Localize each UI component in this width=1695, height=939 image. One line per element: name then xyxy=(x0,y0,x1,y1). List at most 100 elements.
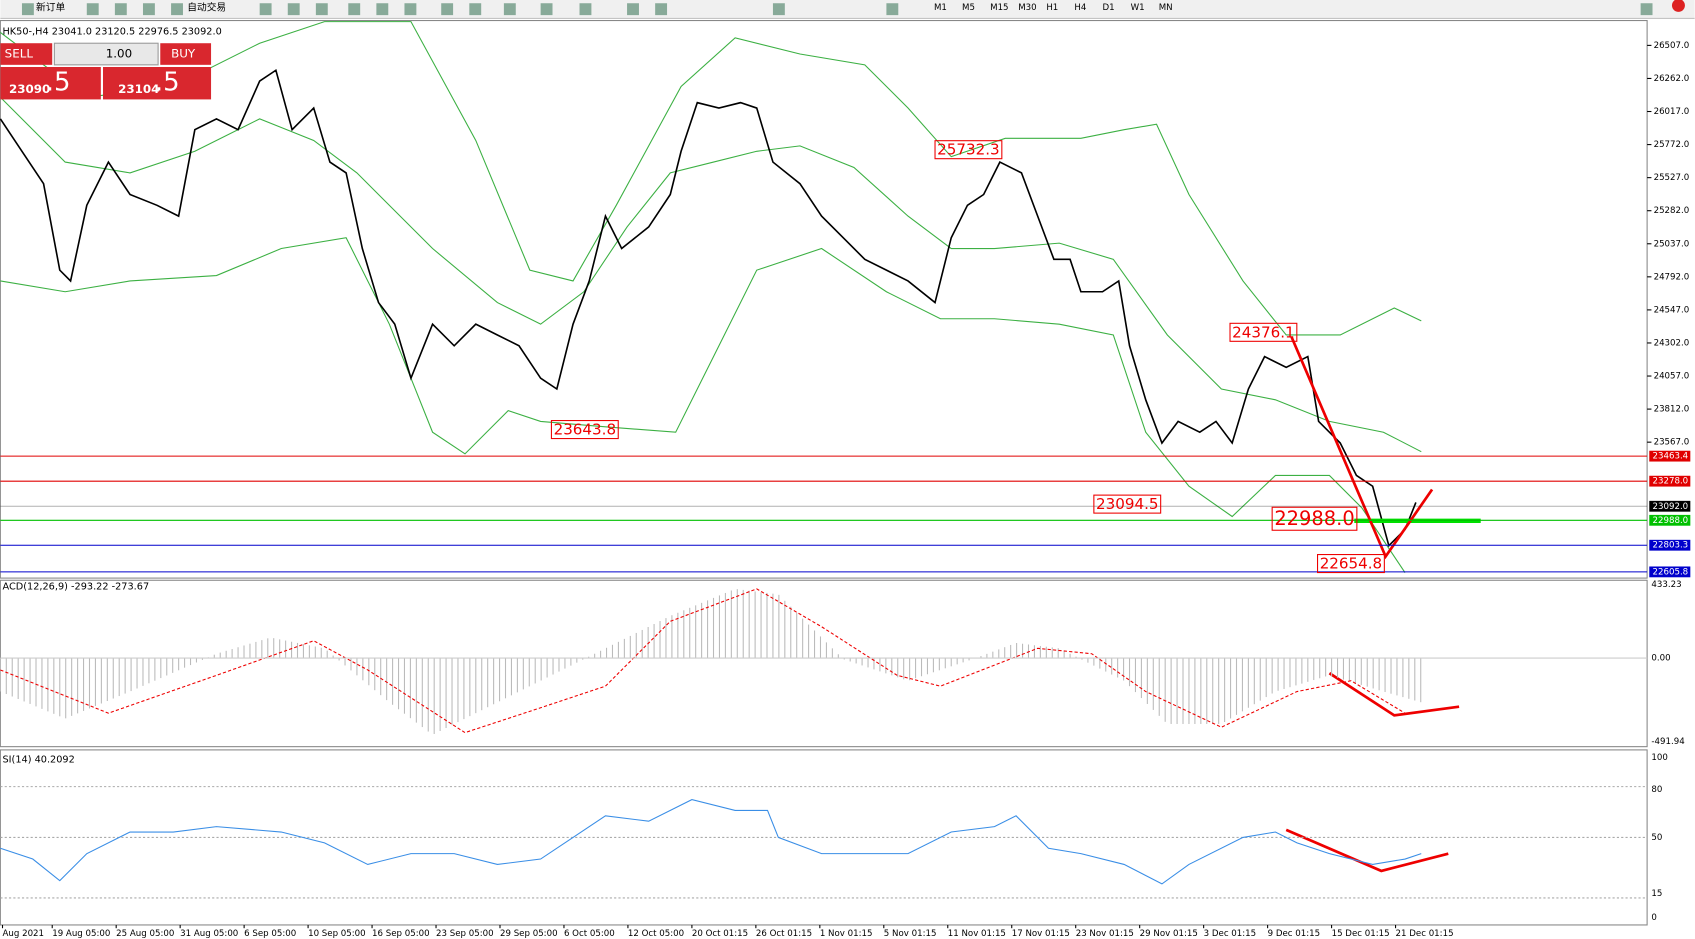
timeframe-button[interactable]: MN xyxy=(1159,3,1173,13)
price-annotation: 22654.8 xyxy=(1320,555,1382,573)
toolbar xyxy=(0,0,1695,19)
price-label: 24057.0 xyxy=(1654,372,1690,382)
time-label: 9 Dec 01:15 xyxy=(1268,929,1321,939)
time-label: 12 Oct 05:00 xyxy=(628,929,684,939)
price-label: 23567.0 xyxy=(1654,438,1690,448)
price-annotation: 22988.0 xyxy=(1274,507,1354,530)
level-label: 22605.8 xyxy=(1653,567,1689,577)
price-annotation: 23094.5 xyxy=(1096,495,1158,513)
price-label: 25282.0 xyxy=(1654,206,1690,216)
level-tag xyxy=(1649,475,1691,487)
price-label: 25772.0 xyxy=(1654,140,1690,150)
price-label: 23812.0 xyxy=(1654,405,1690,415)
level-label: 23092.0 xyxy=(1653,502,1689,512)
time-label: 29 Nov 01:15 xyxy=(1140,929,1198,939)
price-label: 26262.0 xyxy=(1654,74,1690,84)
time-label: 20 Oct 01:15 xyxy=(692,929,748,939)
annotation-box xyxy=(1317,554,1385,574)
price-label: 24792.0 xyxy=(1654,272,1690,282)
price-annotation: 25732.3 xyxy=(937,141,999,159)
timeframe-button[interactable]: M30 xyxy=(1018,3,1036,13)
rsi-axis-label: 100 xyxy=(1651,753,1667,763)
price-label: 25527.0 xyxy=(1654,173,1690,183)
bollinger-bands xyxy=(0,21,1422,573)
level-tag xyxy=(1649,514,1691,526)
annotation-box xyxy=(550,420,619,440)
macd-axis-label: -491.94 xyxy=(1651,737,1684,747)
toolbar-button[interactable]: 新订单 xyxy=(36,1,65,14)
timeframe-button[interactable]: H1 xyxy=(1046,3,1058,13)
time-label: Aug 2021 xyxy=(3,929,45,939)
time-label: 26 Oct 01:15 xyxy=(756,929,812,939)
rsi-axis-label: 80 xyxy=(1651,785,1662,795)
timeframe-button[interactable]: D1 xyxy=(1103,3,1115,13)
time-label: 21 Dec 01:15 xyxy=(1396,929,1454,939)
time-label: 17 Nov 01:15 xyxy=(1012,929,1070,939)
time-label: 10 Sep 05:00 xyxy=(308,929,366,939)
timeframe-button[interactable]: M15 xyxy=(990,3,1008,13)
buy-price: 23104 xyxy=(118,82,159,96)
level-tag xyxy=(1649,566,1691,578)
time-label: 5 Nov 01:15 xyxy=(884,929,937,939)
buy-button[interactable] xyxy=(160,43,212,65)
rsi-levels xyxy=(0,786,1648,899)
time-label: 6 Oct 05:00 xyxy=(564,929,615,939)
sell-text: SELL xyxy=(5,47,34,61)
trend-arrows xyxy=(1285,336,1460,873)
timeframe-button[interactable]: W1 xyxy=(1131,3,1145,13)
buy-fraction: .5 xyxy=(155,68,180,98)
time-label: 15 Dec 01:15 xyxy=(1332,929,1390,939)
macd-axis-label: 0.00 xyxy=(1651,654,1670,664)
annotation-box xyxy=(1093,494,1162,514)
price-label: 24302.0 xyxy=(1654,338,1690,348)
price-annotation: 24376.1 xyxy=(1232,323,1294,341)
price-label: 25037.0 xyxy=(1654,239,1690,249)
time-label: 6 Sep 05:00 xyxy=(244,929,296,939)
macd-panel xyxy=(0,579,1648,748)
lot-value: 1.00 xyxy=(106,47,132,61)
time-label: 3 Dec 01:15 xyxy=(1204,929,1257,939)
timeframe-button[interactable]: H4 xyxy=(1074,3,1086,13)
time-label: 23 Nov 01:15 xyxy=(1076,929,1134,939)
macd-axis-label: 433.23 xyxy=(1651,580,1681,590)
timeframe-button[interactable]: M5 xyxy=(962,3,975,13)
sell-price: 23090 xyxy=(9,82,50,96)
time-label: 11 Nov 01:15 xyxy=(948,929,1006,939)
annotation-box xyxy=(1271,506,1358,531)
time-label: 1 Nov 01:15 xyxy=(820,929,873,939)
time-label: 19 Aug 05:00 xyxy=(52,929,110,939)
price-label: 26507.0 xyxy=(1654,41,1690,51)
level-tag xyxy=(1649,500,1691,512)
rsi-line xyxy=(0,799,1422,885)
price-label: 24547.0 xyxy=(1654,305,1690,315)
time-label: 31 Aug 05:00 xyxy=(180,929,238,939)
lot-input[interactable] xyxy=(53,42,159,66)
main-chart[interactable] xyxy=(0,19,1648,579)
time-label: 29 Sep 05:00 xyxy=(500,929,558,939)
price-label: 26017.0 xyxy=(1654,107,1690,117)
timeframe-button[interactable]: M1 xyxy=(934,3,947,13)
sell-button[interactable] xyxy=(0,43,53,65)
sell-price-box[interactable] xyxy=(0,66,101,100)
level-tag xyxy=(1649,539,1691,551)
toolbar-button[interactable]: 自动交易 xyxy=(187,1,226,14)
sell-fraction: .5 xyxy=(46,68,71,98)
macd-histogram xyxy=(0,589,1422,734)
time-label: 16 Sep 05:00 xyxy=(372,929,430,939)
time-label: 25 Aug 05:00 xyxy=(116,929,174,939)
buy-price-box[interactable] xyxy=(102,66,212,100)
rsi-axis-label: 50 xyxy=(1651,833,1662,843)
level-tag xyxy=(1649,450,1691,462)
macd-signal xyxy=(0,588,1406,734)
annotation-box xyxy=(934,140,1003,160)
rsi-axis-label: 15 xyxy=(1651,889,1662,899)
chart-header: HK50-,H4 23041.0 23120.5 22976.5 23092.0 xyxy=(3,26,222,37)
price-path xyxy=(0,68,1417,548)
buy-text: BUY xyxy=(171,47,196,61)
level-label: 23463.4 xyxy=(1653,452,1689,462)
rsi-label: SI(14) 40.2092 xyxy=(3,755,75,766)
level-label: 22988.0 xyxy=(1653,516,1689,526)
toolbar-icons xyxy=(21,0,1685,16)
